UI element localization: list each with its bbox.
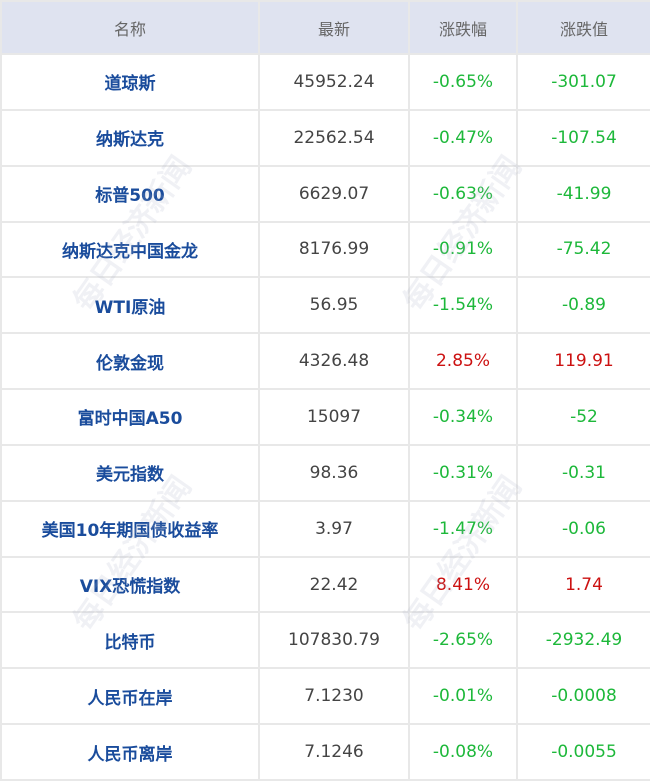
cell-name: 纳斯达克中国金龙 bbox=[0, 220, 260, 279]
cell-name: 美元指数 bbox=[0, 443, 260, 502]
cell-chg: -2932.49 bbox=[516, 611, 650, 670]
header-last: 最新 bbox=[258, 0, 410, 55]
cell-last: 3.97 bbox=[258, 499, 410, 558]
cell-last: 22562.54 bbox=[258, 108, 410, 167]
table-row: 人民币在岸 7.1230 -0.01% -0.0008 bbox=[0, 667, 650, 726]
cell-name: 人民币在岸 bbox=[0, 667, 260, 726]
cell-chg: -0.06 bbox=[516, 499, 650, 558]
header-name: 名称 bbox=[0, 0, 260, 55]
table-row: 富时中国A50 15097 -0.34% -52 bbox=[0, 388, 650, 446]
cell-last: 6629.07 bbox=[258, 164, 410, 223]
cell-name: 人民币离岸 bbox=[0, 723, 260, 781]
cell-last: 4326.48 bbox=[258, 332, 410, 391]
table-row: 比特币 107830.79 -2.65% -2932.49 bbox=[0, 611, 650, 670]
cell-name: 比特币 bbox=[0, 611, 260, 670]
cell-name: 富时中国A50 bbox=[0, 388, 260, 446]
table-row: 美国10年期国债收益率 3.97 -1.47% -0.06 bbox=[0, 499, 650, 558]
cell-last: 107830.79 bbox=[258, 611, 410, 670]
cell-pct: -0.08% bbox=[408, 723, 518, 781]
cell-last: 15097 bbox=[258, 388, 410, 446]
cell-last: 7.1246 bbox=[258, 723, 410, 781]
table-row: 道琼斯 45952.24 -0.65% -301.07 bbox=[0, 53, 650, 111]
cell-name: 道琼斯 bbox=[0, 53, 260, 111]
cell-chg: 119.91 bbox=[516, 332, 650, 391]
cell-pct: -0.63% bbox=[408, 164, 518, 223]
cell-last: 98.36 bbox=[258, 443, 410, 502]
cell-pct: -1.47% bbox=[408, 499, 518, 558]
cell-last: 8176.99 bbox=[258, 220, 410, 279]
header-pct: 涨跌幅 bbox=[408, 0, 518, 55]
cell-chg: -0.89 bbox=[516, 276, 650, 335]
cell-pct: -2.65% bbox=[408, 611, 518, 670]
cell-pct: -0.01% bbox=[408, 667, 518, 726]
cell-pct: -0.65% bbox=[408, 53, 518, 111]
cell-name: 美国10年期国债收益率 bbox=[0, 499, 260, 558]
table-row: WTI原油 56.95 -1.54% -0.89 bbox=[0, 276, 650, 335]
cell-last: 56.95 bbox=[258, 276, 410, 335]
cell-name: 标普500 bbox=[0, 164, 260, 223]
cell-chg: -75.42 bbox=[516, 220, 650, 279]
cell-chg: -0.0008 bbox=[516, 667, 650, 726]
table-row: 人民币离岸 7.1246 -0.08% -0.0055 bbox=[0, 723, 650, 781]
cell-last: 22.42 bbox=[258, 555, 410, 614]
cell-chg: -301.07 bbox=[516, 53, 650, 111]
cell-chg: -52 bbox=[516, 388, 650, 446]
cell-name: 伦敦金现 bbox=[0, 332, 260, 391]
cell-last: 7.1230 bbox=[258, 667, 410, 726]
table-row: 伦敦金现 4326.48 2.85% 119.91 bbox=[0, 332, 650, 391]
cell-pct: 2.85% bbox=[408, 332, 518, 391]
cell-chg: -41.99 bbox=[516, 164, 650, 223]
cell-chg: 1.74 bbox=[516, 555, 650, 614]
cell-chg: -107.54 bbox=[516, 108, 650, 167]
cell-chg: -0.31 bbox=[516, 443, 650, 502]
cell-pct: -0.31% bbox=[408, 443, 518, 502]
cell-pct: -0.34% bbox=[408, 388, 518, 446]
cell-last: 45952.24 bbox=[258, 53, 410, 111]
cell-name: WTI原油 bbox=[0, 276, 260, 335]
cell-pct: -0.47% bbox=[408, 108, 518, 167]
table-row: VIX恐慌指数 22.42 8.41% 1.74 bbox=[0, 555, 650, 614]
cell-pct: 8.41% bbox=[408, 555, 518, 614]
cell-pct: -0.91% bbox=[408, 220, 518, 279]
header-chg: 涨跌值 bbox=[516, 0, 650, 55]
table-row: 纳斯达克中国金龙 8176.99 -0.91% -75.42 bbox=[0, 220, 650, 279]
table-row: 标普500 6629.07 -0.63% -41.99 bbox=[0, 164, 650, 223]
header-row: 名称 最新 涨跌幅 涨跌值 bbox=[0, 0, 650, 55]
cell-name: VIX恐慌指数 bbox=[0, 555, 260, 614]
cell-chg: -0.0055 bbox=[516, 723, 650, 781]
cell-pct: -1.54% bbox=[408, 276, 518, 335]
cell-name: 纳斯达克 bbox=[0, 108, 260, 167]
table-row: 纳斯达克 22562.54 -0.47% -107.54 bbox=[0, 108, 650, 167]
table-row: 美元指数 98.36 -0.31% -0.31 bbox=[0, 443, 650, 502]
